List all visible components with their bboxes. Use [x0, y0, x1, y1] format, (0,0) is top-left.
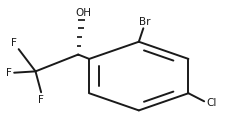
- Text: OH: OH: [75, 7, 91, 18]
- Text: Br: Br: [138, 17, 150, 27]
- Text: F: F: [38, 95, 44, 105]
- Text: Cl: Cl: [205, 98, 216, 108]
- Text: F: F: [11, 38, 16, 48]
- Text: F: F: [6, 68, 12, 78]
